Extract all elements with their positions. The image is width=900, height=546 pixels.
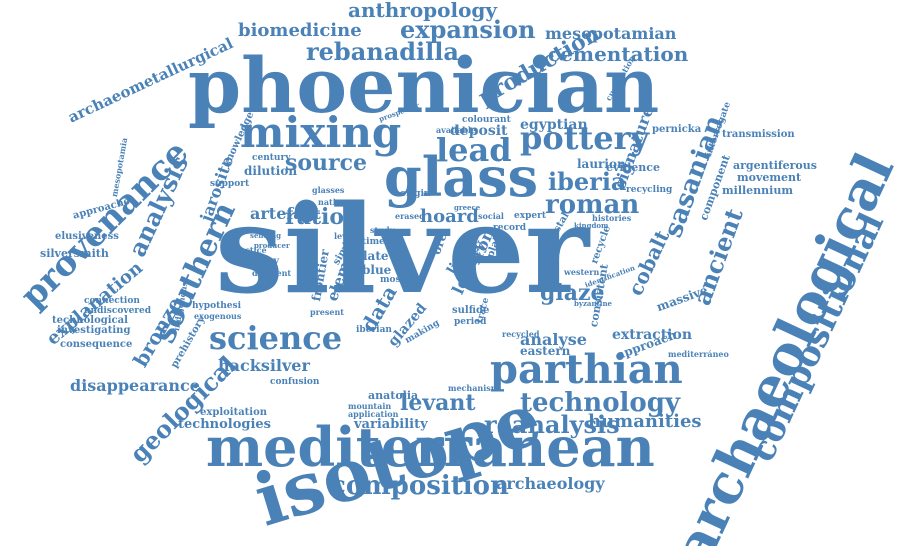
cloud-word: levant bbox=[400, 390, 476, 416]
cloud-word: undiscovered bbox=[84, 306, 152, 316]
cloud-word: phoenician bbox=[188, 41, 660, 130]
cloud-word: connection bbox=[84, 296, 140, 306]
cloud-word: silver bbox=[215, 177, 590, 321]
cloud-word: deposit bbox=[450, 123, 508, 139]
cloud-word: technology bbox=[520, 388, 681, 418]
cloud-word: laurion bbox=[577, 157, 626, 171]
cloud-word: humanities bbox=[588, 411, 702, 432]
cloud-word: silversmith bbox=[40, 247, 109, 260]
cloud-word: eastern bbox=[520, 344, 571, 358]
cloud-word: mosi bbox=[380, 275, 405, 285]
cloud-word: analyse bbox=[520, 330, 587, 349]
cloud-word: level bbox=[334, 231, 355, 241]
cloud-word: social bbox=[478, 211, 504, 221]
cloud-word: artefact bbox=[250, 204, 321, 223]
cloud-word: different bbox=[252, 268, 292, 278]
cloud-word: iberia bbox=[548, 167, 627, 196]
cloud-word: mediterranean bbox=[206, 415, 655, 479]
cloud-word: mesopotamian bbox=[545, 24, 677, 43]
cloud-word: hacksilver bbox=[218, 356, 310, 375]
cloud-word: period bbox=[454, 317, 487, 327]
cloud-word: pernicka bbox=[652, 124, 702, 135]
cloud-word: histories bbox=[592, 213, 632, 223]
cloud-word: pottery bbox=[520, 119, 650, 157]
cloud-word: science bbox=[209, 319, 343, 357]
cloud-word: kingdom bbox=[574, 221, 609, 230]
cloud-word: millennium bbox=[722, 184, 793, 197]
cloud-word: extraction bbox=[612, 327, 692, 343]
cloud-word: history bbox=[240, 256, 280, 267]
cloud-word: record bbox=[493, 223, 526, 233]
cloud-word: technologies bbox=[178, 417, 271, 432]
cloud-word: mechanism bbox=[448, 383, 500, 393]
cloud-word: variability bbox=[354, 417, 428, 432]
cloud-word: expert bbox=[514, 211, 547, 221]
cloud-word: biomedicine bbox=[238, 20, 362, 41]
cloud-word: glasses bbox=[312, 185, 345, 195]
cloud-word: reanalysis bbox=[484, 410, 620, 439]
cloud-word: egyptian bbox=[520, 117, 588, 133]
cloud-word: argentiferous bbox=[733, 159, 817, 172]
cloud-word: mountain bbox=[348, 401, 392, 411]
cloud-word: recycled bbox=[502, 329, 540, 339]
cloud-word: anthropology bbox=[348, 0, 498, 22]
cloud-word: study bbox=[370, 225, 395, 235]
cloud-word: cementation bbox=[548, 42, 689, 66]
cloud-word: mixing bbox=[240, 108, 402, 157]
cloud-word: glass bbox=[384, 145, 539, 209]
cloud-word: evidence bbox=[606, 161, 660, 174]
cloud-word: massive bbox=[654, 282, 710, 315]
cloud-word: hypothesi bbox=[192, 301, 241, 311]
cloud-word: exploitation bbox=[200, 407, 268, 418]
cloud-word: application bbox=[348, 409, 399, 419]
cloud-word: roman bbox=[545, 190, 640, 220]
cloud-word: erased bbox=[395, 211, 425, 221]
cloud-word: sending bbox=[250, 231, 282, 240]
cloud-word: composition bbox=[330, 471, 509, 501]
cloud-word: rebanadilla bbox=[306, 37, 459, 66]
cloud-word: available bbox=[436, 125, 476, 135]
cloud-word: transmission bbox=[722, 129, 795, 140]
cloud-word: parthian bbox=[490, 346, 683, 393]
cloud-word: ratio bbox=[285, 204, 345, 230]
cloud-word: western bbox=[564, 267, 600, 277]
cloud-word: lead bbox=[436, 131, 512, 169]
cloud-word: time bbox=[362, 237, 385, 247]
cloud-word: glaze bbox=[540, 280, 605, 306]
cloud-word: greece bbox=[454, 203, 481, 212]
cloud-word: present bbox=[310, 307, 345, 317]
cloud-word: recycling bbox=[626, 185, 673, 195]
cloud-word: confusion bbox=[270, 377, 320, 387]
cloud-word: byzantine bbox=[574, 299, 612, 308]
cloud-word: recycle bbox=[589, 224, 614, 266]
cloud-word: sulfide bbox=[452, 305, 490, 316]
cloud-word: source bbox=[285, 150, 368, 176]
cloud-word: investigating bbox=[57, 325, 131, 336]
cloud-word: hoard bbox=[420, 206, 479, 227]
cloud-word: blue bbox=[362, 263, 392, 277]
cloud-word: mediterráneo bbox=[668, 349, 729, 359]
cloud-word: consequence bbox=[60, 339, 133, 350]
cloud-word: practice bbox=[230, 245, 267, 255]
cloud-word: dilution bbox=[244, 164, 298, 178]
cloud-word: expansion bbox=[400, 15, 536, 44]
cloud-word: exogenous bbox=[194, 311, 242, 321]
cloud-word: late bbox=[363, 249, 389, 263]
cloud-word: century bbox=[252, 153, 291, 163]
cloud-word: iberian bbox=[356, 325, 392, 335]
cloud-word: origin bbox=[400, 189, 431, 199]
cloud-word: producer bbox=[254, 241, 290, 250]
cloud-word: native bbox=[318, 197, 346, 207]
cloud-word: archaeology bbox=[496, 474, 605, 493]
cloud-word: colourant bbox=[462, 115, 511, 125]
cloud-word: disappearance bbox=[70, 376, 200, 395]
cloud-word: technological bbox=[52, 315, 128, 326]
cloud-word: support bbox=[210, 179, 250, 189]
cloud-word: movement bbox=[737, 171, 802, 184]
cloud-word: anatolia bbox=[368, 389, 419, 402]
cloud-word: elusiveness bbox=[55, 231, 119, 242]
